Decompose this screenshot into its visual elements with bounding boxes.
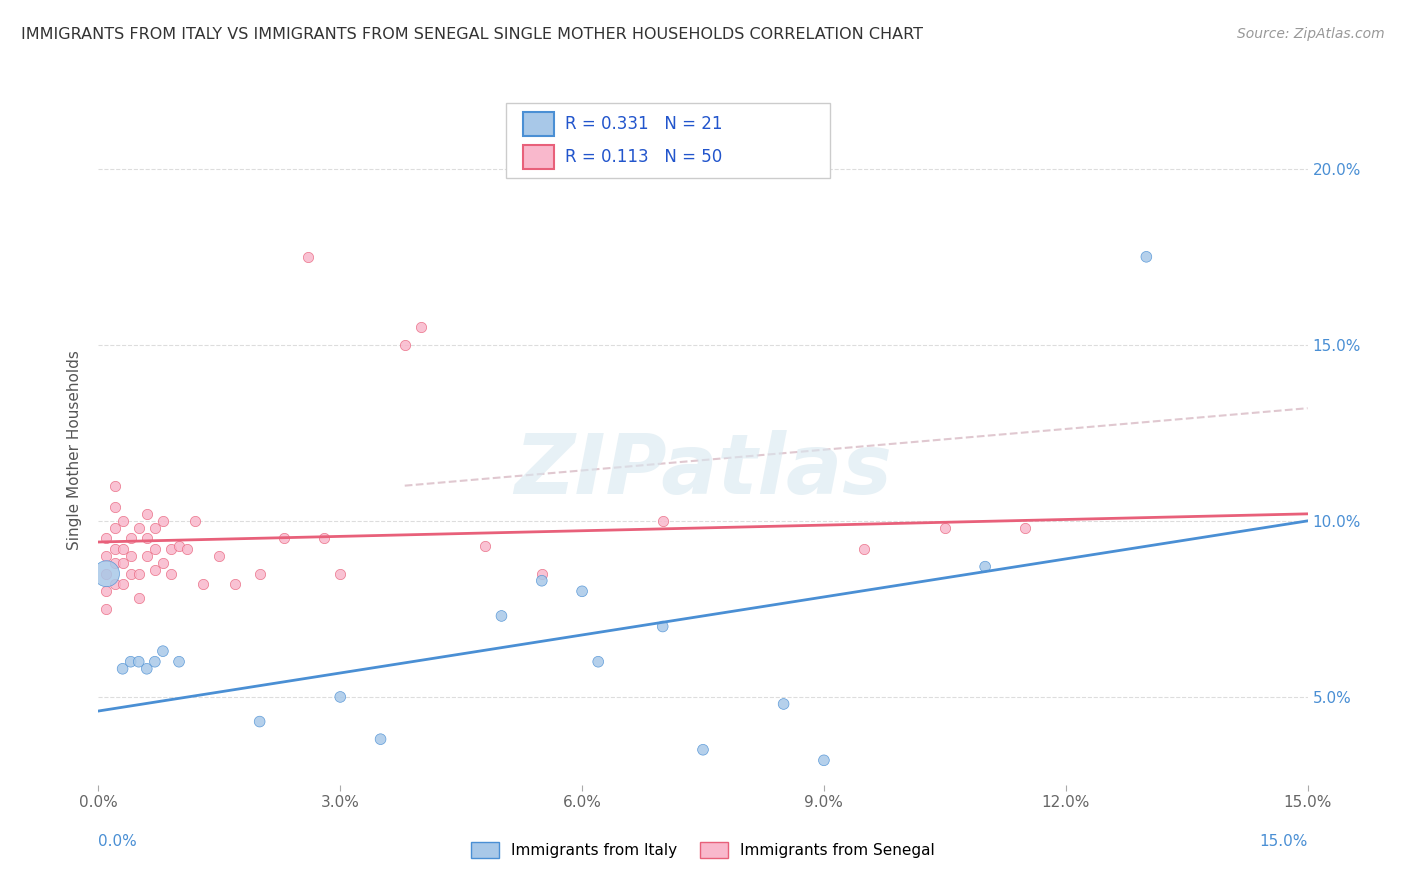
Point <box>651 514 673 528</box>
Point <box>934 521 956 535</box>
Point <box>120 655 142 669</box>
Point <box>297 250 319 264</box>
Point <box>103 577 125 591</box>
Point <box>974 559 997 574</box>
Point <box>571 584 593 599</box>
Point <box>329 690 352 704</box>
Point <box>167 655 190 669</box>
Point <box>586 655 609 669</box>
Point <box>152 644 174 658</box>
Point <box>111 662 134 676</box>
Point <box>249 714 271 729</box>
Text: IMMIGRANTS FROM ITALY VS IMMIGRANTS FROM SENEGAL SINGLE MOTHER HOUSEHOLDS CORREL: IMMIGRANTS FROM ITALY VS IMMIGRANTS FROM… <box>21 27 924 42</box>
Point <box>143 655 166 669</box>
Point <box>184 514 207 528</box>
Point <box>314 532 336 546</box>
Point <box>96 549 118 563</box>
Point <box>224 577 246 591</box>
Point <box>143 563 166 577</box>
Text: R = 0.331   N = 21: R = 0.331 N = 21 <box>565 115 723 133</box>
Point <box>135 532 157 546</box>
Point <box>530 574 553 588</box>
Point <box>120 549 142 563</box>
Point <box>491 609 513 624</box>
Legend: Immigrants from Italy, Immigrants from Senegal: Immigrants from Italy, Immigrants from S… <box>465 836 941 864</box>
Point <box>135 507 157 521</box>
Point <box>128 521 150 535</box>
Point <box>167 539 190 553</box>
Point <box>1135 250 1157 264</box>
Point <box>853 542 876 557</box>
Point <box>394 338 416 352</box>
Point <box>128 591 150 606</box>
Point <box>329 566 352 581</box>
Point <box>103 521 125 535</box>
Point <box>160 566 183 581</box>
Point <box>143 542 166 557</box>
Point <box>208 549 231 563</box>
Point <box>96 566 118 581</box>
Point <box>111 556 134 570</box>
Point <box>111 542 134 557</box>
Text: Source: ZipAtlas.com: Source: ZipAtlas.com <box>1237 27 1385 41</box>
Point <box>111 514 134 528</box>
Point <box>96 584 118 599</box>
Text: 15.0%: 15.0% <box>1260 834 1308 849</box>
Point <box>96 566 118 581</box>
Text: R = 0.113   N = 50: R = 0.113 N = 50 <box>565 148 723 166</box>
Text: 0.0%: 0.0% <box>98 834 138 849</box>
Text: ZIPatlas: ZIPatlas <box>515 430 891 511</box>
Point <box>96 602 118 616</box>
Point <box>273 532 295 546</box>
Point <box>692 743 714 757</box>
Point <box>103 556 125 570</box>
Point <box>409 320 432 334</box>
Point <box>651 619 673 633</box>
Point <box>530 566 553 581</box>
Point <box>103 478 125 492</box>
Point <box>120 566 142 581</box>
Y-axis label: Single Mother Households: Single Mother Households <box>67 351 83 550</box>
Point <box>152 514 174 528</box>
Point <box>249 566 271 581</box>
Point <box>474 539 496 553</box>
Point <box>135 662 157 676</box>
Point <box>96 532 118 546</box>
Point <box>103 500 125 514</box>
Point <box>103 542 125 557</box>
Point <box>176 542 198 557</box>
Point <box>1014 521 1036 535</box>
Point <box>135 549 157 563</box>
Point <box>370 732 392 747</box>
Point <box>128 655 150 669</box>
Point <box>143 521 166 535</box>
Point <box>120 532 142 546</box>
Point <box>128 566 150 581</box>
Point <box>160 542 183 557</box>
Point <box>111 577 134 591</box>
Point <box>813 753 835 767</box>
Point <box>152 556 174 570</box>
Point <box>193 577 215 591</box>
Point <box>772 697 794 711</box>
